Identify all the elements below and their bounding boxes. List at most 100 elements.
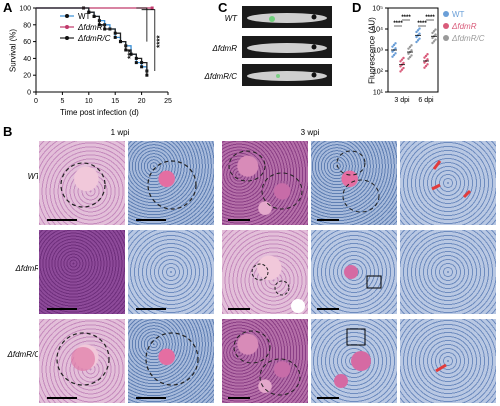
- survival-point: [113, 35, 117, 39]
- panel-letter-a: A: [3, 0, 13, 15]
- sig-label-1: ***: [127, 49, 136, 59]
- fluorescence-point: [426, 63, 429, 66]
- fluorescence-point: [402, 56, 405, 60]
- fluorescence-point: [431, 36, 434, 40]
- survival-point: [129, 52, 133, 56]
- fluorescence-point: [407, 52, 410, 55]
- survival-xtick-label: 25: [164, 98, 172, 105]
- fluorescence-ytick-label: 10³: [373, 48, 384, 55]
- survival-xtick-label: 5: [60, 98, 64, 105]
- survival-legend-label: ΔfdmR/C: [77, 34, 111, 43]
- fluorescence-point: [407, 47, 410, 50]
- fluorescence-point: [432, 40, 436, 43]
- fluorescence-point: [410, 54, 413, 57]
- survival-ytick-label: 100: [19, 6, 31, 13]
- survival-ytick-label: 20: [23, 73, 31, 80]
- fluorescence-point: [402, 61, 405, 65]
- histology-tile-wt-3wpi-zn: [310, 140, 398, 226]
- fluorescence-point: [431, 41, 434, 45]
- survival-legend-marker: [65, 25, 69, 29]
- fluorescence-point: [391, 45, 394, 48]
- survival-ytick-label: 80: [23, 22, 31, 29]
- fluorescence-xtick-label: 3 dpi: [394, 97, 410, 104]
- survival-legend-label: WT: [78, 12, 91, 21]
- fluorescence-point: [399, 65, 402, 68]
- survival-xtick-label: 10: [85, 98, 93, 105]
- fluorescence-point: [424, 54, 428, 58]
- survival-xtick-label: 20: [138, 98, 146, 105]
- fluorescence-sig-label: ****: [425, 15, 435, 21]
- fish-row-label-wt: WT: [224, 14, 237, 23]
- histology-row-label-wt: WT: [27, 172, 40, 181]
- histology-row-label-fdmrc: ΔfdmR/C: [7, 350, 40, 359]
- fluorescence-point: [415, 30, 418, 34]
- fluorescence-point: [416, 29, 420, 32]
- fluorescence-ylabel: Fluorescence (AU): [367, 17, 377, 84]
- fluorescence-legend-marker: [443, 11, 449, 17]
- fluorescence-point: [418, 27, 421, 30]
- fluorescence-point: [418, 32, 421, 35]
- fluorescence-point: [426, 58, 429, 61]
- fluorescence-legend-marker: [443, 23, 449, 29]
- histology-tile-fdmr-1wpi-zn: [127, 229, 215, 315]
- fluorescence-ytick-label: 10²: [373, 69, 384, 76]
- panel-letter-b: B: [3, 124, 13, 139]
- fluorescence-point: [410, 44, 413, 47]
- survival-point: [145, 73, 149, 77]
- fish-image-fdmrc: [242, 64, 332, 86]
- col-label-1wpi: 1 wpi: [110, 128, 130, 137]
- histology-tile-wt-zoom: [399, 140, 497, 226]
- survival-ytick-label: 60: [23, 39, 31, 46]
- fluorescence-point: [418, 37, 421, 40]
- sig-label-2: ****: [156, 34, 165, 47]
- fluorescence-point: [392, 43, 396, 47]
- fluorescence-xtick-label: 6 dpi: [418, 97, 434, 104]
- fluorescence-legend-marker: [443, 35, 449, 41]
- survival-xtick-label: 15: [111, 98, 119, 105]
- survival-point: [124, 48, 128, 52]
- survival-legend-label: ΔfdmR: [77, 23, 103, 32]
- fluorescence-ytick-label: 10¹: [373, 90, 384, 97]
- survival-point: [140, 65, 144, 69]
- fluorescence-point: [400, 58, 404, 61]
- fluorescence-point: [392, 53, 396, 57]
- survival-ytick-label: 40: [23, 56, 31, 63]
- col-label-3wpi: 3 wpi: [300, 128, 320, 137]
- fluorescence-point: [423, 66, 426, 69]
- survival-legend-marker: [65, 36, 69, 40]
- fluorescence-legend-label: ΔfdmR: [451, 22, 477, 31]
- histology-tile-fdmr-1wpi-he: [38, 229, 126, 315]
- survival-point: [150, 6, 154, 10]
- fluorescence-point: [410, 49, 413, 52]
- panel-letter-c: C: [218, 0, 228, 15]
- fluorescence-point: [399, 60, 402, 63]
- fluorescence-point: [394, 42, 397, 45]
- histology-tile-fdmr-zoom: [399, 229, 497, 315]
- fluorescence-point: [424, 64, 428, 68]
- histology-tile-fdmr-3wpi-zn: [310, 229, 398, 315]
- fluorescence-point: [391, 55, 394, 58]
- survival-legend-marker: [65, 14, 69, 18]
- fluorescence-point: [434, 28, 437, 31]
- fluorescence-ytick-label: 10⁴: [372, 27, 383, 34]
- fluorescence-point: [408, 55, 412, 59]
- histology-tile-fdmrc-zoom: [399, 318, 497, 404]
- histology-tile-fdmr-3wpi-he: [221, 229, 309, 315]
- fluorescence-sig-label: ****: [393, 21, 403, 27]
- survival-point: [97, 23, 101, 27]
- fluorescence-point: [415, 35, 418, 39]
- survival-ytick-label: 0: [27, 90, 31, 97]
- fluorescence-point: [431, 31, 434, 35]
- survival-xtick-label: 0: [34, 98, 38, 105]
- survival-point: [118, 40, 122, 44]
- fluorescence-point: [434, 33, 437, 36]
- sig-bracket-1: [136, 7, 148, 42]
- fluorescence-point: [432, 30, 436, 33]
- fluorescence-ytick-label: 10⁵: [372, 6, 383, 13]
- histology-tile-wt-1wpi-zn: [127, 140, 215, 226]
- survival-ylabel: Survival (%): [8, 28, 18, 73]
- survival-point: [140, 61, 144, 65]
- fish-row-label-fdmrc: ΔfdmR/C: [204, 72, 237, 81]
